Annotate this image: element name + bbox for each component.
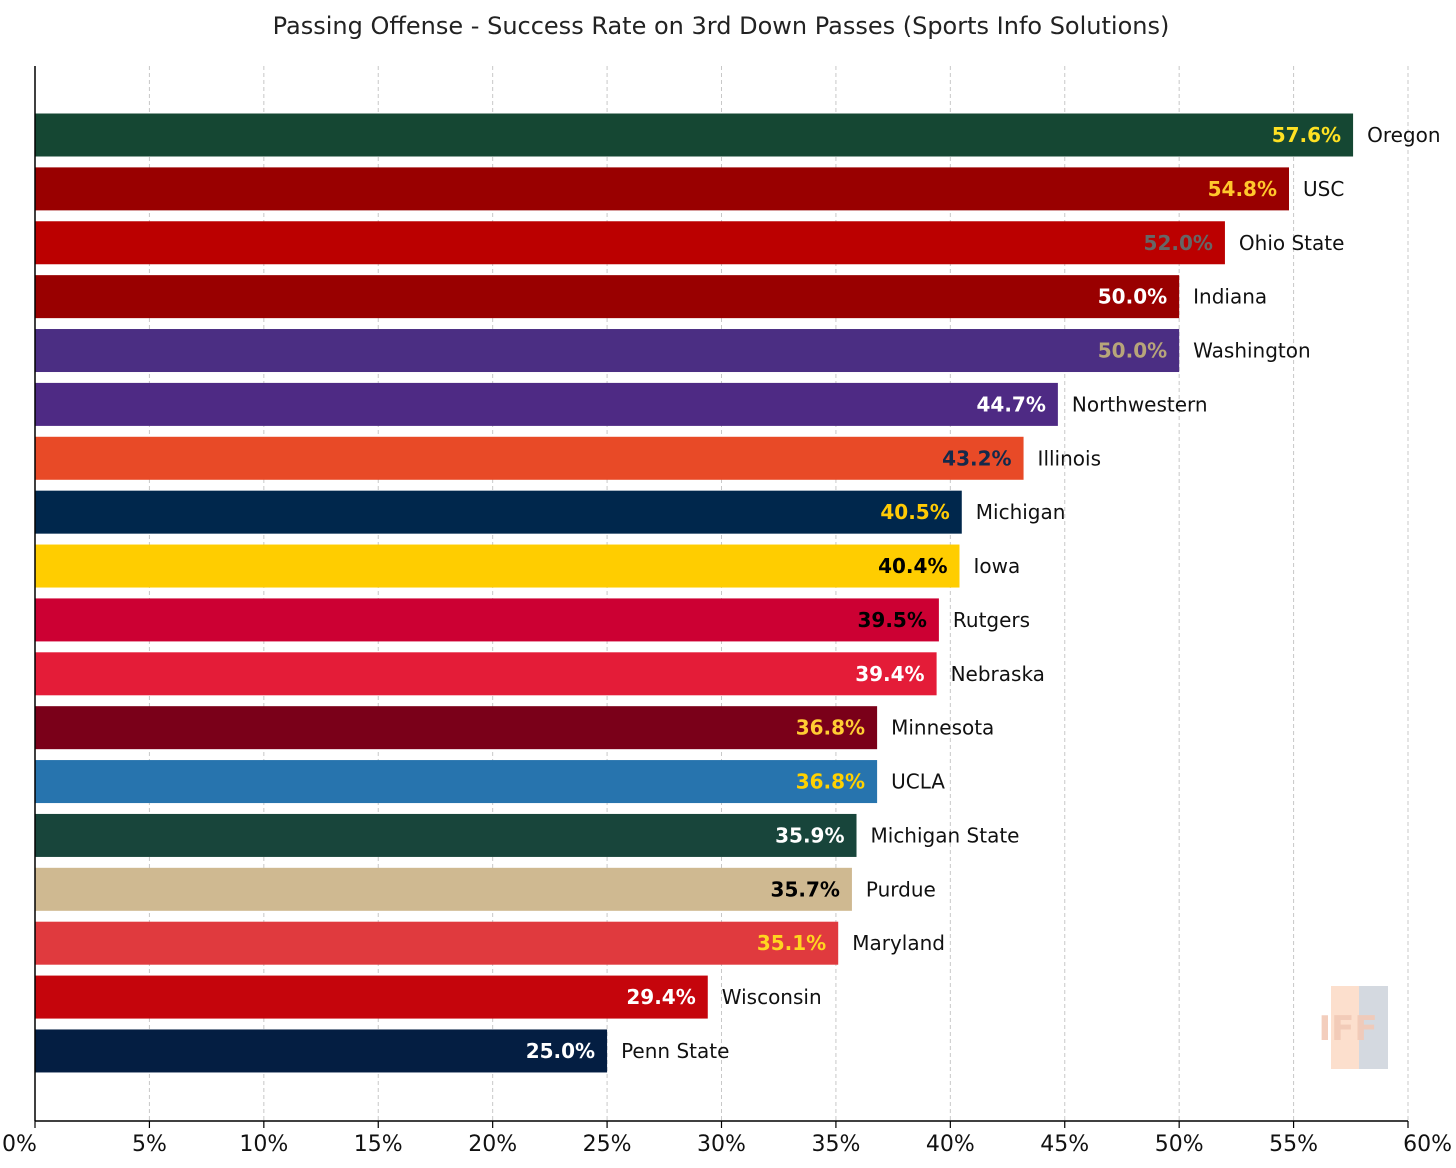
- team-label: Indiana: [1193, 285, 1267, 309]
- iff-watermark: IFF: [1318, 986, 1388, 1069]
- value-label: 40.5%: [880, 500, 949, 524]
- value-label: 50.0%: [1098, 339, 1167, 363]
- value-label: 36.8%: [796, 716, 865, 740]
- tick-label: 55%: [1269, 1132, 1318, 1157]
- bar: [35, 436, 1024, 480]
- tick-label: 10%: [239, 1132, 288, 1157]
- value-label: 35.9%: [775, 823, 844, 847]
- x-ticks: 0% 5% 10% 15% 20% 25% 30% 35% 40% 45% 50% 55% 60%: [2, 1121, 1452, 1157]
- value-label: 44.7%: [976, 392, 1045, 416]
- value-label: 40.4%: [878, 554, 947, 578]
- bar: [35, 544, 960, 588]
- bar: [35, 921, 839, 965]
- value-label: 54.8%: [1208, 177, 1277, 201]
- team-label: Wisconsin: [722, 985, 822, 1009]
- team-label: Oregon: [1367, 123, 1440, 147]
- team-label: USC: [1303, 177, 1344, 201]
- tick-label: 30%: [697, 1132, 746, 1157]
- team-label: Iowa: [973, 554, 1020, 578]
- tick-label: 45%: [1040, 1132, 1089, 1157]
- value-label: 39.5%: [858, 608, 927, 632]
- team-label: Nebraska: [951, 662, 1045, 686]
- tick-label: 50%: [1155, 1132, 1204, 1157]
- watermark-text: IFF: [1318, 1009, 1377, 1049]
- tick-label: 35%: [811, 1132, 860, 1157]
- value-label: 39.4%: [855, 662, 924, 686]
- value-label: 35.1%: [757, 931, 826, 955]
- team-label: Michigan State: [871, 823, 1020, 847]
- bar: [35, 652, 937, 696]
- bar: [35, 167, 1290, 211]
- bar: [35, 382, 1058, 426]
- team-label: Washington: [1193, 339, 1311, 363]
- bar: [35, 760, 878, 804]
- bar: [35, 221, 1225, 265]
- team-label: Maryland: [852, 931, 945, 955]
- value-label: 50.0%: [1098, 285, 1167, 309]
- team-label: Purdue: [866, 877, 936, 901]
- bar: [35, 490, 962, 534]
- tick-label: 5%: [132, 1132, 167, 1157]
- bar: [35, 867, 852, 911]
- team-label: Rutgers: [953, 608, 1030, 632]
- team-label: UCLA: [891, 770, 945, 794]
- value-label: 36.8%: [796, 770, 865, 794]
- bars-group: 57.6% Oregon 54.8% USC 52.0% Ohio State 50.0% I…: [35, 113, 1441, 1073]
- team-label: Northwestern: [1072, 392, 1208, 416]
- bar: [35, 1029, 608, 1073]
- bar: [35, 975, 708, 1019]
- watermark-block-left: [1331, 986, 1359, 1069]
- tick-label: 25%: [583, 1132, 632, 1157]
- value-label: 43.2%: [942, 446, 1011, 470]
- value-label: 35.7%: [771, 877, 840, 901]
- tick-label: 40%: [926, 1132, 975, 1157]
- bar: [35, 113, 1354, 157]
- team-label: Illinois: [1038, 446, 1101, 470]
- team-label: Ohio State: [1239, 231, 1345, 255]
- team-label: Penn State: [621, 1039, 729, 1063]
- value-label: 57.6%: [1272, 123, 1341, 147]
- team-label: Michigan: [976, 500, 1066, 524]
- bar: [35, 329, 1180, 373]
- value-label: 29.4%: [626, 985, 695, 1009]
- tick-label: 20%: [468, 1132, 517, 1157]
- tick-label: 60%: [1403, 1132, 1452, 1157]
- bar: [35, 706, 878, 750]
- bar: [35, 598, 939, 642]
- watermark-block-right: [1359, 986, 1388, 1069]
- tick-label: 15%: [354, 1132, 403, 1157]
- tick-label: 0%: [2, 1132, 37, 1157]
- value-label: 25.0%: [526, 1039, 595, 1063]
- team-label: Minnesota: [891, 716, 994, 740]
- bar: [35, 275, 1180, 319]
- bar: [35, 813, 857, 857]
- chart-title: Passing Offense - Success Rate on 3rd Do…: [273, 12, 1170, 40]
- value-label: 52.0%: [1144, 231, 1213, 255]
